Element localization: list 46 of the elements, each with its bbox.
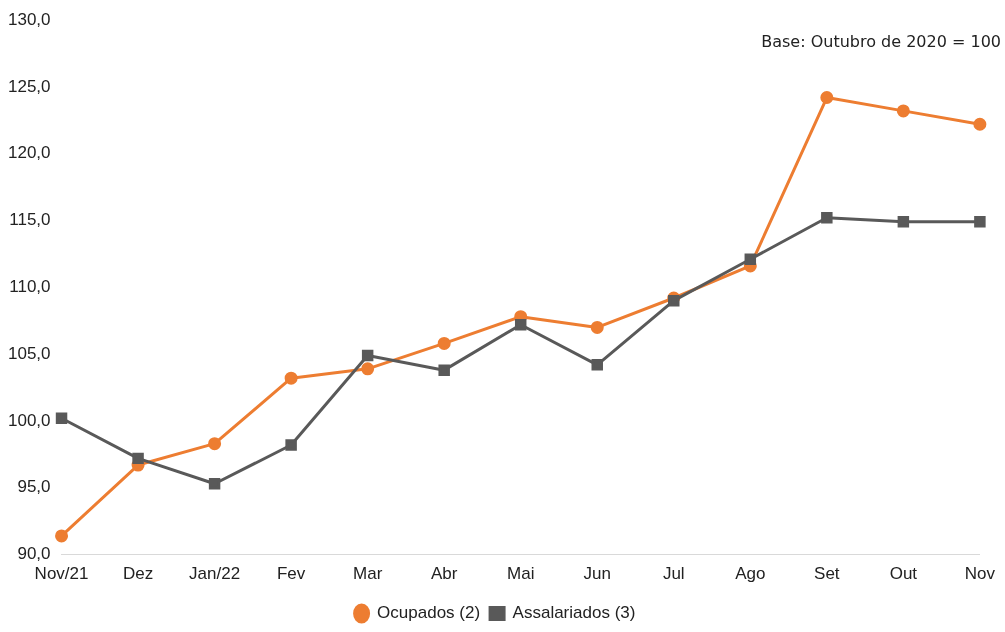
point (208, 437, 222, 451)
x-tick-label: Fev (276, 564, 306, 584)
legend-label: Ocupados (2) (377, 603, 481, 623)
x-tick-label: Jan/22 (189, 564, 241, 584)
x-tick-label: Set (814, 564, 840, 584)
x-tick-label: Mai (507, 564, 535, 584)
point (438, 364, 450, 376)
point (590, 320, 604, 334)
y-tick-label: 130,0 (7, 9, 51, 29)
point (55, 529, 69, 543)
point (591, 359, 603, 371)
y-tick-label: 120,0 (7, 143, 51, 163)
point (514, 318, 527, 331)
x-tick-label: Jul (662, 564, 685, 584)
point (973, 117, 987, 131)
y-tick-label: 90,0 (17, 544, 51, 564)
point (974, 216, 986, 228)
x-tick-label: Abr (430, 564, 458, 584)
point (821, 212, 833, 224)
y-tick-label: 115,0 (9, 210, 51, 230)
y-tick-label: 125,0 (7, 76, 51, 96)
point (285, 439, 297, 451)
x-tick-label: Out (889, 564, 918, 584)
point (284, 371, 298, 385)
y-tick-label: 110,0 (9, 276, 51, 296)
annotation: Base: Outubro de 2020 = 100 (761, 32, 1001, 51)
y-tick-label: 95,0 (17, 477, 51, 497)
y-tick-label: 105,0 (7, 343, 51, 363)
x-tick-label: Nov/21 (34, 564, 89, 584)
x-tick-label: Ago (735, 564, 766, 584)
x-tick-label: Mar (353, 564, 383, 584)
point (132, 452, 144, 465)
point (897, 216, 910, 228)
point (744, 253, 757, 265)
x-tick-label: Dez (122, 564, 154, 584)
point (208, 478, 221, 490)
legend-label: Assalariados (3) (512, 603, 636, 623)
point (820, 91, 834, 105)
x-tick-label: Nov (964, 564, 996, 584)
point (55, 412, 68, 425)
point (437, 336, 451, 350)
point (896, 104, 910, 118)
point (361, 362, 375, 376)
point (361, 349, 374, 362)
y-tick-label: 100,0 (7, 410, 51, 430)
x-tick-label: Jun (583, 564, 611, 584)
